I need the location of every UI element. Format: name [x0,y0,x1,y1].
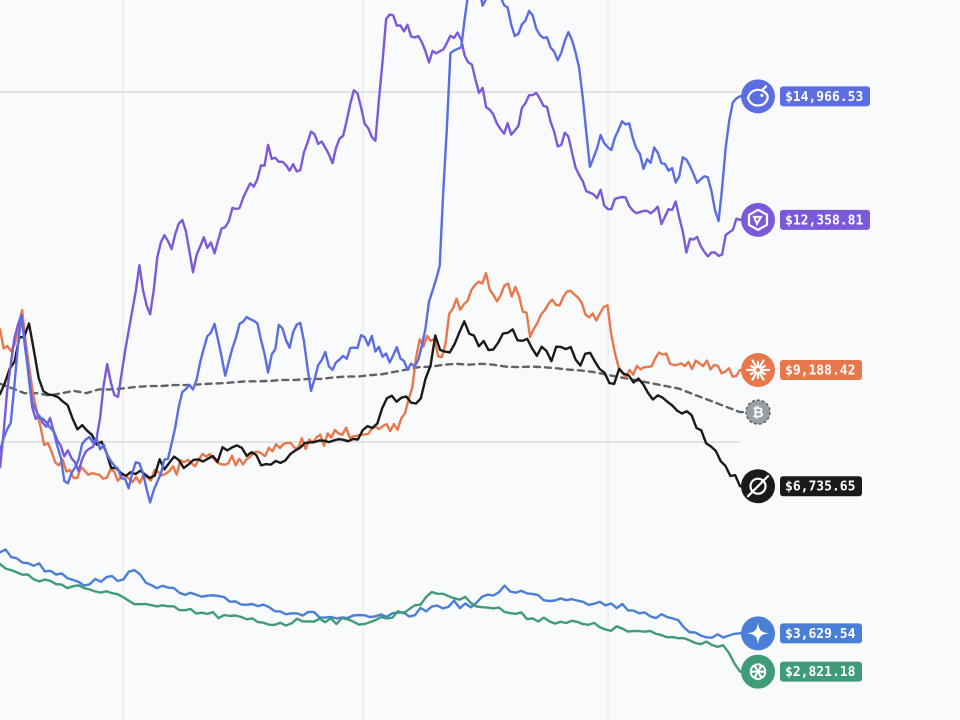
deepseek-whale-icon [741,79,775,114]
end-label-btc: ₿ [745,399,771,425]
value-badge [780,623,862,644]
end-label-gpt: $2,821.18 [741,654,862,689]
series-line-btc [0,362,746,414]
qwen-hexagon-icon [741,202,775,237]
grok-slash-icon [741,469,775,504]
svg-text:₿: ₿ [752,405,763,421]
value-badge-text: $9,188.42 [785,364,855,379]
end-label-grok: $6,735.65 [741,469,862,504]
value-badge [780,476,862,497]
bitcoin-icon: ₿ [745,399,771,425]
claude-starburst-icon [741,353,775,388]
series-line-claude [0,272,746,485]
gemini-star-icon [741,616,775,651]
openai-knot-icon [741,654,775,689]
chart-grid [0,0,740,720]
series-line-qwen [0,13,746,473]
value-badge-text: $2,821.18 [785,665,856,680]
value-badge-text: $12,358.81 [785,213,863,228]
series-line-gpt [0,562,746,673]
end-label-gemini: $3,629.54 [741,616,862,651]
end-label-qwen: $12,358.81 [741,202,870,237]
value-badge-text: $14,966.53 [785,90,863,105]
value-badge [780,661,862,682]
value-badge-text: $6,735.65 [785,480,855,495]
value-badge [780,360,862,381]
series-line-deepseek [0,0,746,504]
value-badge [780,209,870,230]
chart-series-lines [0,0,746,673]
value-badge-text: $3,629.54 [785,627,856,642]
value-badge [780,86,870,107]
chart-end-labels: ₿ $9,188.42 $6,735.65 $3,629.54 $2,821.18 $12… [741,79,870,689]
end-label-deepseek: $14,966.53 [741,79,870,114]
end-label-claude: $9,188.42 [741,353,862,388]
series-line-gemini [0,548,746,639]
series-line-grok [0,320,746,488]
